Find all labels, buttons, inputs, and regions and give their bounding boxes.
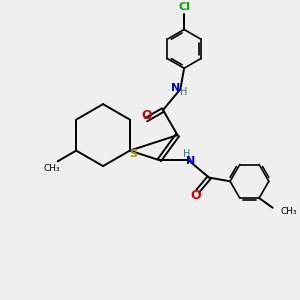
- Text: S: S: [130, 148, 138, 158]
- Text: H: H: [180, 87, 187, 97]
- Text: Cl: Cl: [178, 2, 190, 12]
- Text: N: N: [186, 156, 195, 166]
- Text: N: N: [171, 83, 180, 93]
- Text: CH₃: CH₃: [280, 207, 297, 216]
- Text: H: H: [183, 149, 190, 159]
- Text: CH₃: CH₃: [44, 164, 60, 172]
- Text: O: O: [191, 189, 201, 202]
- Text: O: O: [141, 109, 152, 122]
